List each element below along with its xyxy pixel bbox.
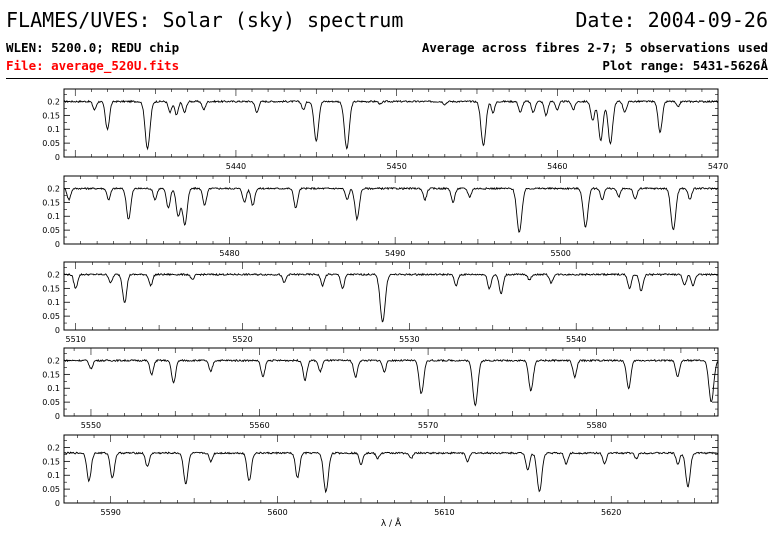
y-tick-label: 0.2 xyxy=(47,184,60,193)
x-tick-label: 5520 xyxy=(232,335,252,344)
x-tick-label: 5450 xyxy=(386,162,406,171)
y-tick-label: 0.2 xyxy=(47,97,60,106)
y-tick-label: 0.1 xyxy=(47,384,60,393)
wlen-label: WLEN: 5200.0; REDU chip xyxy=(6,40,180,55)
spectrum-panel-4: 0 0.05 0.1 0.15 0.2 5550 5560 5570 5580 xyxy=(42,347,719,430)
spectrum-panel-3: 0 0.05 0.1 0.15 0.2 5510 5520 5530 5540 xyxy=(42,261,719,344)
spectrum-line xyxy=(64,99,719,151)
x-tick-label: 5530 xyxy=(399,335,419,344)
x-tick-label: 5480 xyxy=(219,249,239,258)
y-tick-label: 0.1 xyxy=(47,298,60,307)
y-tick-label: 0.15 xyxy=(42,284,60,293)
y-tick-label: 0.2 xyxy=(47,270,60,279)
x-tick-label: 5510 xyxy=(65,335,85,344)
y-tick-label: 0.2 xyxy=(47,443,60,452)
panel-frame xyxy=(63,175,719,245)
x-tick-label: 5560 xyxy=(249,421,269,430)
y-tick-label: 0.15 xyxy=(42,457,60,466)
header-divider xyxy=(6,78,768,79)
spectrum-line xyxy=(63,358,719,407)
y-tick-label: 0.15 xyxy=(42,111,60,120)
y-tick-label: 0.05 xyxy=(42,139,60,148)
average-label: Average across fibres 2-7; 5 observation… xyxy=(421,40,768,55)
y-tick-label: 0 xyxy=(55,326,60,335)
x-tick-label: 5580 xyxy=(586,421,606,430)
spectrum-line xyxy=(63,451,719,494)
panel-frame xyxy=(63,88,719,158)
panel-frame xyxy=(63,261,719,331)
y-tick-label: 0.1 xyxy=(47,125,60,134)
panel-frame xyxy=(63,434,719,504)
x-tick-label: 5440 xyxy=(226,162,246,171)
x-tick-label: 5600 xyxy=(267,508,287,517)
y-tick-label: 0.15 xyxy=(42,370,60,379)
spectrum-line xyxy=(63,186,719,233)
x-tick-label: 5490 xyxy=(385,249,405,258)
y-tick-label: 0.2 xyxy=(47,356,60,365)
y-tick-label: 0.05 xyxy=(42,398,60,407)
x-tick-label: 5460 xyxy=(547,162,567,171)
page-title: FLAMES/UVES: Solar (sky) spectrum xyxy=(6,8,404,32)
x-tick-label: 5540 xyxy=(566,335,586,344)
y-tick-label: 0.1 xyxy=(47,212,60,221)
x-tick-label: 5470 xyxy=(708,162,728,171)
y-tick-label: 0.05 xyxy=(42,485,60,494)
x-tick-label: 5620 xyxy=(601,508,621,517)
file-label: File: average_520U.fits xyxy=(6,58,180,73)
x-axis-label: λ / Å xyxy=(381,517,402,529)
y-tick-label: 0.15 xyxy=(42,198,60,207)
plot-range-label: Plot range: 5431-5626Å xyxy=(602,58,768,73)
x-tick-label: 5500 xyxy=(551,249,571,258)
y-tick-label: 0 xyxy=(55,412,60,421)
x-tick-label: 5570 xyxy=(418,421,438,430)
y-tick-label: 0.05 xyxy=(42,312,60,321)
date-label: Date: 2004-09-26 xyxy=(575,8,768,32)
y-tick-label: 0.05 xyxy=(42,226,60,235)
x-tick-label: 5550 xyxy=(81,421,101,430)
x-tick-label: 5590 xyxy=(101,508,121,517)
x-tick-label: 5610 xyxy=(434,508,454,517)
y-tick-label: 0 xyxy=(55,153,60,162)
y-tick-label: 0.1 xyxy=(47,471,60,480)
spectrum-panel-1: 0 0.05 0.1 0.15 0.2 5440 5450 5460 5470 xyxy=(42,88,728,171)
spectrum-line xyxy=(63,272,718,323)
y-tick-label: 0 xyxy=(55,499,60,508)
y-tick-label: 0 xyxy=(55,240,60,249)
spectrum-panel-2: 0 0.05 0.1 0.15 0.2 5480 5490 5500 xyxy=(42,175,719,258)
panel-frame xyxy=(63,347,719,417)
spectrum-panel-5: 0 0.05 0.1 0.15 0.2 5590 5600 5610 5620 λ / Å xyxy=(42,434,719,529)
